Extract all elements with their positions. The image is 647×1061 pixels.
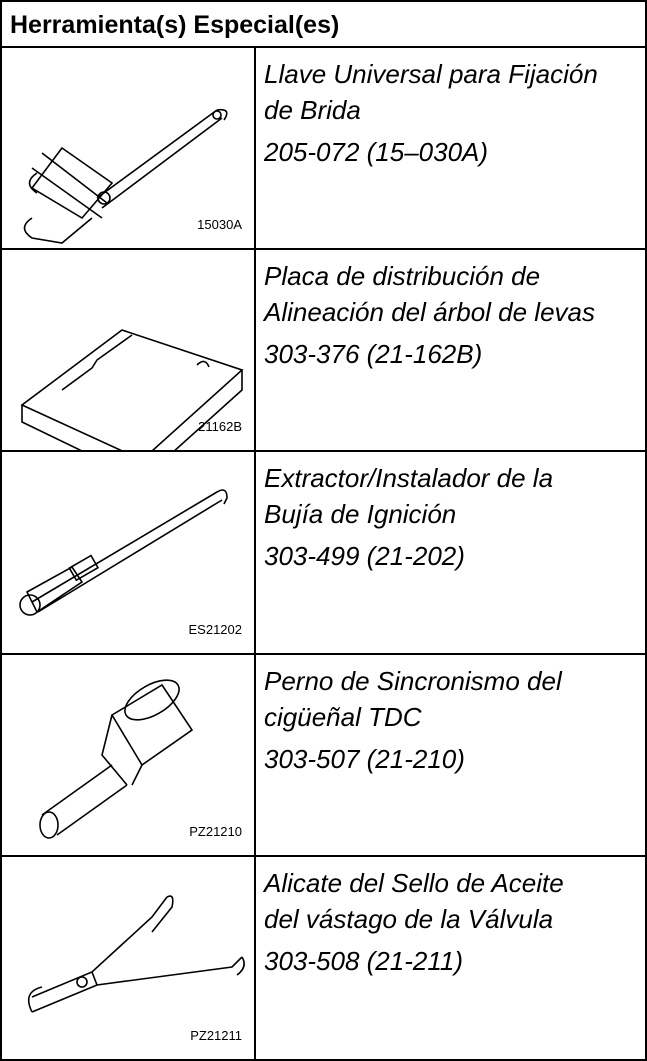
description-line: Alineación del árbol de levas xyxy=(264,297,595,328)
tool-drawing xyxy=(27,895,245,1013)
table-row: PZ21211 Alicate del Sello de Aceite del vá… xyxy=(2,856,645,1059)
table-row: ES21202 Extractor/Instalador de la Bujía d… xyxy=(2,452,645,655)
tool-image-cell: 15030A xyxy=(2,48,256,249)
table-row: 21162B Placa de distribución de Alineación… xyxy=(2,250,645,453)
description-line: de Brida xyxy=(264,95,361,125)
tool-drawing xyxy=(23,108,228,244)
tool-image-cell: PZ21211 xyxy=(2,856,256,1059)
tool-description: Placa de distribución de Alineación del á… xyxy=(264,258,639,372)
tool-drawing xyxy=(19,489,228,617)
description-line: Placa de distribución de xyxy=(264,261,541,292)
tool-code: PZ21211 xyxy=(190,1027,242,1043)
part-number: 205-072 (15–030A) xyxy=(264,137,489,167)
tool-description: Alicate del Sello de Aceite del vástago d… xyxy=(264,865,639,979)
description-line: Perno de Sincronismo del xyxy=(264,665,562,696)
part-number: 303-508 (21-211) xyxy=(264,945,463,976)
tool-description: Extractor/Instalador de la Bujía de Ignic… xyxy=(264,460,639,574)
part-number: 303-376 (21-162B) xyxy=(264,339,483,370)
tool-code: PZ21210 xyxy=(189,823,242,839)
table-row: 15030A Llave Universal para Fijación de Br… xyxy=(2,48,645,251)
tool-description: Perno de Sincronismo del cigüeñal TDC 303-… xyxy=(264,663,639,777)
tool-drawing xyxy=(39,678,194,839)
part-number: 303-499 (21-202) xyxy=(264,541,465,572)
table-header: Herramienta(s) Especial(es) xyxy=(2,2,645,48)
tool-code: 15030A xyxy=(197,217,242,233)
tool-image-cell: ES21202 xyxy=(2,452,256,653)
tool-code: 21162B xyxy=(198,419,242,435)
table-row: PZ21210 Perno de Sincronismo del cigüeñal … xyxy=(2,654,645,857)
description-line: cigüeñal TDC xyxy=(264,701,422,732)
description-line: Llave Universal para Fijación xyxy=(264,59,598,89)
tool-image-cell: 21162B xyxy=(2,250,256,451)
part-number: 303-507 (21-210) xyxy=(264,743,465,774)
description-line: Alicate del Sello de Aceite xyxy=(264,867,564,898)
tool-description: Llave Universal para Fijación de Brida 205… xyxy=(264,56,639,170)
tool-drawing xyxy=(20,329,244,451)
description-line: Bujía de Ignición xyxy=(264,499,457,530)
tool-image-cell: PZ21210 xyxy=(2,654,256,855)
tool-code: ES21202 xyxy=(188,621,243,637)
description-line: Extractor/Instalador de la xyxy=(264,463,554,494)
description-line: del vástago de la Válvula xyxy=(264,903,554,934)
